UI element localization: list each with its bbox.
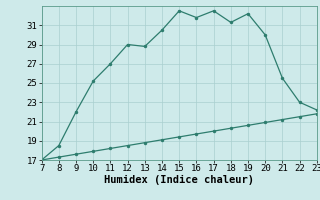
X-axis label: Humidex (Indice chaleur): Humidex (Indice chaleur) bbox=[104, 175, 254, 185]
